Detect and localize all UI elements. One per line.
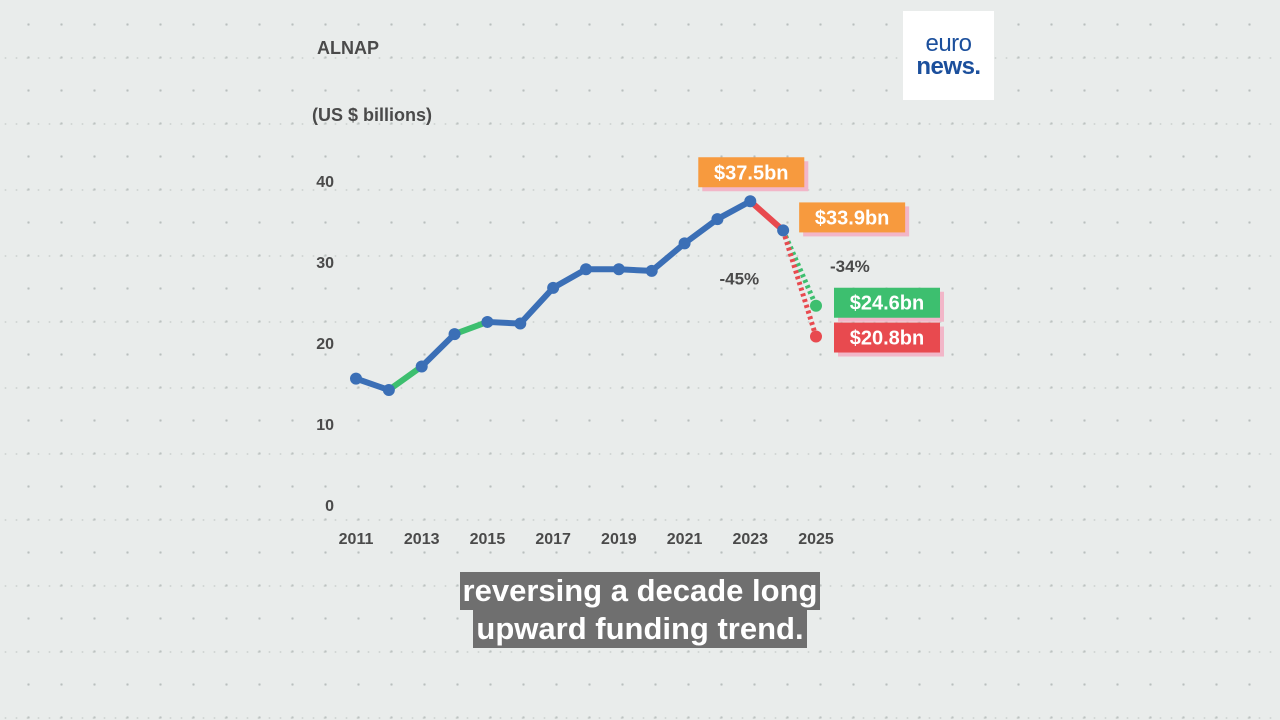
series-segment	[747, 198, 787, 234]
data-point	[547, 281, 560, 294]
series-segment	[648, 240, 688, 274]
projection-point	[810, 299, 822, 312]
data-point	[711, 213, 724, 226]
value-label: $20.8bn	[850, 328, 924, 350]
data-point	[415, 360, 428, 373]
y-tick-label: 40	[316, 174, 334, 191]
data-point	[777, 224, 790, 237]
euronews-logo: euro news.	[903, 11, 994, 100]
change-annotation: -34%	[830, 257, 870, 276]
y-tick-label: 20	[316, 336, 334, 353]
value-label: $37.5bn	[714, 162, 788, 184]
x-tick-label: 2019	[601, 531, 637, 548]
caption-line-2: upward funding trend.	[473, 610, 807, 648]
projection-line	[780, 229, 819, 338]
chart-source: ALNAP	[317, 38, 379, 58]
change-annotation: -45%	[719, 269, 759, 288]
data-point	[612, 263, 625, 276]
data-point	[481, 315, 494, 328]
series-segment	[714, 198, 754, 223]
series-segment	[517, 284, 557, 327]
subtitle-caption: reversing a decade long upward funding t…	[0, 572, 1280, 648]
x-tick-label: 2013	[404, 531, 440, 548]
x-tick-label: 2017	[535, 531, 571, 548]
x-tick-label: 2025	[798, 531, 834, 548]
value-label-box	[834, 322, 940, 353]
y-tick-label: 30	[316, 255, 334, 272]
value-label-box	[698, 157, 805, 188]
value-label: $33.9bn	[815, 207, 889, 229]
y-tick-label: 10	[316, 417, 334, 434]
x-tick-label: 2021	[667, 531, 703, 548]
data-point	[645, 264, 658, 277]
y-tick-label: 0	[325, 498, 334, 515]
logo-line-2: news.	[916, 52, 981, 80]
x-tick-label: 2023	[732, 531, 768, 548]
data-point	[350, 372, 362, 385]
data-point	[744, 195, 757, 208]
x-tick-label: 2011	[339, 531, 374, 548]
value-label-box	[834, 287, 940, 318]
series-segment	[550, 266, 589, 291]
data-point	[382, 383, 395, 396]
y-axis-unit: (US $ billions)	[312, 105, 433, 125]
logo-line-1: euro	[925, 29, 972, 57]
series-segment	[385, 363, 425, 393]
caption-line-1: reversing a decade long	[459, 572, 821, 610]
data-point	[678, 237, 691, 250]
data-point	[514, 317, 527, 330]
series-segment	[418, 331, 458, 370]
projection-point	[810, 330, 822, 343]
x-tick-label: 2015	[470, 531, 506, 548]
data-point	[580, 263, 592, 276]
series-segment	[681, 216, 721, 247]
value-label: $24.6bn	[850, 293, 924, 315]
value-label-box	[799, 202, 906, 233]
data-point	[448, 328, 461, 341]
